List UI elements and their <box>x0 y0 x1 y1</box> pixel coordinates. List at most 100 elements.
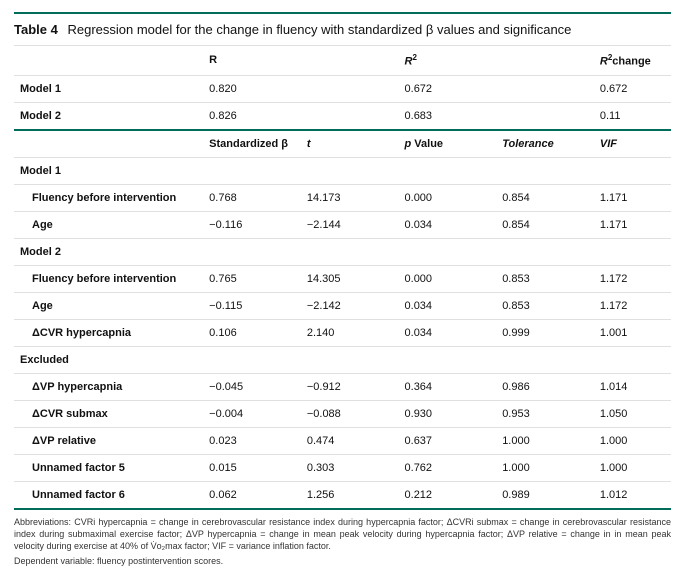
cell-vif: 1.000 <box>594 427 671 454</box>
cell-p: 0.212 <box>399 481 497 509</box>
cell-vif: 1.171 <box>594 184 671 211</box>
row-label: Model 2 <box>14 102 203 130</box>
row-label: Model 1 <box>14 75 203 102</box>
cell-vif: 1.050 <box>594 400 671 427</box>
cell-r2: 0.672 <box>399 75 497 102</box>
cell-r: 0.820 <box>203 75 301 102</box>
table-caption: Regression model for the change in fluen… <box>67 22 571 37</box>
blank <box>301 46 399 75</box>
cell-beta: 0.768 <box>203 184 301 211</box>
table-label: Table 4 <box>14 22 58 37</box>
cell-vif: 1.171 <box>594 211 671 238</box>
cell-p: 0.034 <box>399 211 497 238</box>
cell-tol: 0.853 <box>496 292 594 319</box>
cell-tol: 0.953 <box>496 400 594 427</box>
cell-p: 0.034 <box>399 319 497 346</box>
cell-vif: 1.001 <box>594 319 671 346</box>
col-vif: VIF <box>594 130 671 158</box>
cell-beta: 0.062 <box>203 481 301 509</box>
section-label: Model 1 <box>14 157 671 184</box>
cell-t: 0.474 <box>301 427 399 454</box>
cell-p: 0.034 <box>399 292 497 319</box>
row-label: Unnamed factor 6 <box>14 481 203 509</box>
section-row: Model 1 <box>14 157 671 184</box>
col-r2change: R2change <box>594 46 671 75</box>
cell-beta: −0.045 <box>203 373 301 400</box>
blank-header <box>14 46 203 75</box>
cell-vif: 1.012 <box>594 481 671 509</box>
cell-tol: 0.854 <box>496 211 594 238</box>
cell-t: −2.142 <box>301 292 399 319</box>
col-beta: Standardized β <box>203 130 301 158</box>
table-row: Fluency before intervention 0.768 14.173… <box>14 184 671 211</box>
cell-tol: 0.853 <box>496 265 594 292</box>
cell-t: −2.144 <box>301 211 399 238</box>
cell-p: 0.364 <box>399 373 497 400</box>
cell-vif: 1.172 <box>594 292 671 319</box>
col-t: t <box>301 130 399 158</box>
row-label: ΔCVR hypercapnia <box>14 319 203 346</box>
cell-r2change: 0.672 <box>594 75 671 102</box>
row-label: Unnamed factor 5 <box>14 454 203 481</box>
table-row: Model 2 0.826 0.683 0.11 <box>14 102 671 130</box>
cell-tol: 1.000 <box>496 454 594 481</box>
section-label: Excluded <box>14 346 671 373</box>
row-label: ΔVP relative <box>14 427 203 454</box>
row-label: Fluency before intervention <box>14 184 203 211</box>
row-label: Age <box>14 211 203 238</box>
cell-r2change: 0.11 <box>594 102 671 130</box>
col-tolerance: Tolerance <box>496 130 594 158</box>
cell-vif: 1.172 <box>594 265 671 292</box>
abbreviations: Abbreviations: CVRi hypercapnia = change… <box>14 516 671 552</box>
table-row: Unnamed factor 5 0.015 0.303 0.762 1.000… <box>14 454 671 481</box>
cell-t: −0.088 <box>301 400 399 427</box>
cell-tol: 0.999 <box>496 319 594 346</box>
blank <box>496 46 594 75</box>
row-label: Age <box>14 292 203 319</box>
cell-t: 1.256 <box>301 481 399 509</box>
col-p: p Value <box>399 130 497 158</box>
blank-header <box>14 130 203 158</box>
cell-t: −0.912 <box>301 373 399 400</box>
cell-r: 0.826 <box>203 102 301 130</box>
cell-beta: −0.115 <box>203 292 301 319</box>
cell-tol: 0.989 <box>496 481 594 509</box>
cell-t: 0.303 <box>301 454 399 481</box>
cell-tol: 0.854 <box>496 184 594 211</box>
cell-vif: 1.014 <box>594 373 671 400</box>
cell-p: 0.637 <box>399 427 497 454</box>
cell-t: 14.173 <box>301 184 399 211</box>
cell-tol: 1.000 <box>496 427 594 454</box>
table-row: ΔCVR submax −0.004 −0.088 0.930 0.953 1.… <box>14 400 671 427</box>
table-row: Unnamed factor 6 0.062 1.256 0.212 0.989… <box>14 481 671 509</box>
cell-vif: 1.000 <box>594 454 671 481</box>
cell-p: 0.000 <box>399 184 497 211</box>
row-label: ΔVP hypercapnia <box>14 373 203 400</box>
section-label: Model 2 <box>14 238 671 265</box>
cell-t: 14.305 <box>301 265 399 292</box>
table-row: Model 1 0.820 0.672 0.672 <box>14 75 671 102</box>
col-r: R <box>203 46 301 75</box>
cell-p: 0.762 <box>399 454 497 481</box>
table-row: Age −0.115 −2.142 0.034 0.853 1.172 <box>14 292 671 319</box>
table-row: ΔCVR hypercapnia 0.106 2.140 0.034 0.999… <box>14 319 671 346</box>
cell-beta: 0.765 <box>203 265 301 292</box>
table-title: Table 4 Regression model for the change … <box>14 12 671 46</box>
table-row: Fluency before intervention 0.765 14.305… <box>14 265 671 292</box>
cell-tol: 0.986 <box>496 373 594 400</box>
regression-table: R R2 R2change Model 1 0.820 0.672 0.672 … <box>14 46 671 510</box>
cell-p: 0.000 <box>399 265 497 292</box>
table-row: Age −0.116 −2.144 0.034 0.854 1.171 <box>14 211 671 238</box>
cell-beta: 0.023 <box>203 427 301 454</box>
section-row: Model 2 <box>14 238 671 265</box>
row-label: Fluency before intervention <box>14 265 203 292</box>
section-row: Excluded <box>14 346 671 373</box>
cell-beta: −0.116 <box>203 211 301 238</box>
table-footnotes: Abbreviations: CVRi hypercapnia = change… <box>14 516 671 568</box>
row-label: ΔCVR submax <box>14 400 203 427</box>
col-r2: R2 <box>399 46 497 75</box>
cell-t: 2.140 <box>301 319 399 346</box>
cell-beta: −0.004 <box>203 400 301 427</box>
cell-r2: 0.683 <box>399 102 497 130</box>
table-row: ΔVP relative 0.023 0.474 0.637 1.000 1.0… <box>14 427 671 454</box>
